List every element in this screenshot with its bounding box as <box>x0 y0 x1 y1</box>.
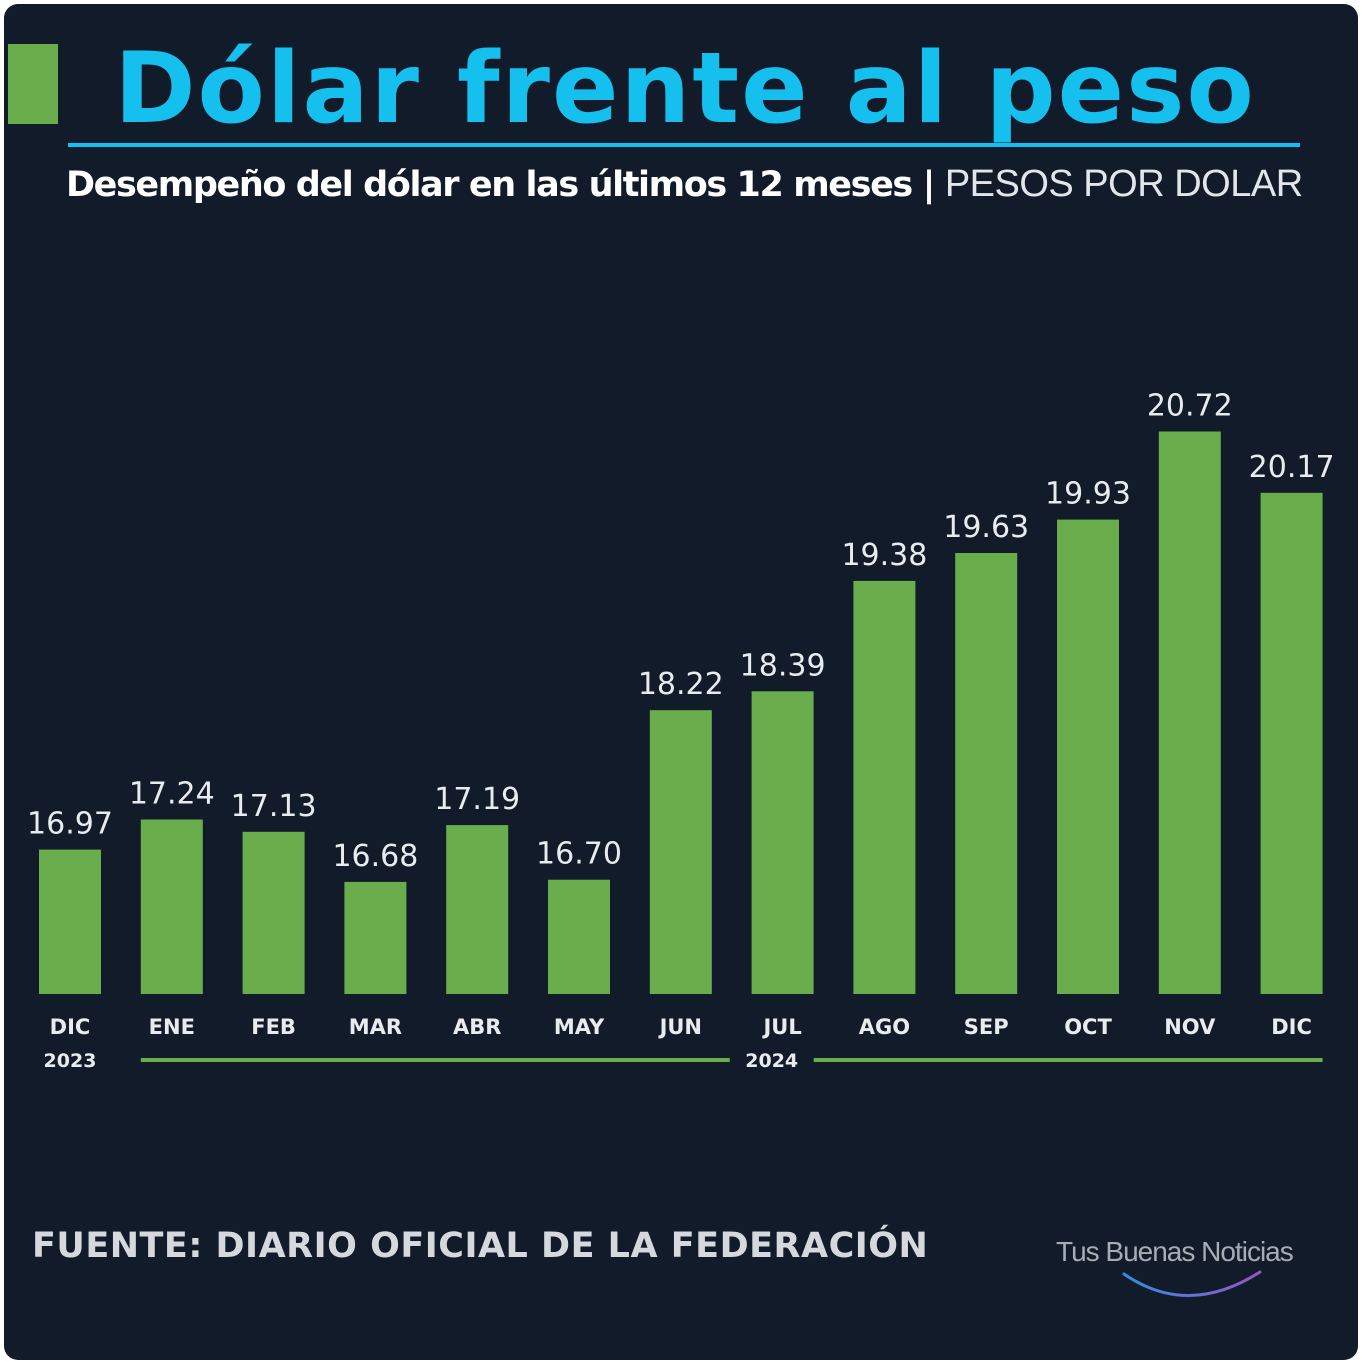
category-label: ENE <box>149 1015 195 1039</box>
infographic-card: Dólar frente al peso Desempeño del dólar… <box>4 4 1358 1360</box>
value-label: 16.70 <box>536 837 622 872</box>
category-label: FEB <box>251 1015 296 1039</box>
bar-abr-4 <box>446 825 509 994</box>
logo-swoosh-icon <box>1122 1270 1262 1297</box>
category-label: AGO <box>859 1015 910 1039</box>
value-label: 16.97 <box>27 807 113 842</box>
value-label: 18.39 <box>740 648 826 683</box>
value-label: 20.72 <box>1147 389 1233 424</box>
chart-title: Dólar frente al peso <box>114 32 1256 146</box>
bar-dic-12 <box>1260 492 1323 994</box>
category-label: MAY <box>554 1015 605 1039</box>
category-label: OCT <box>1064 1015 1112 1039</box>
bar-jun-6 <box>649 710 712 994</box>
brand-logo: Tus Buenas Noticias <box>1056 1236 1316 1306</box>
subtitle-unit: PESOS POR DOLAR <box>944 163 1303 205</box>
bar-may-5 <box>548 879 610 994</box>
value-label: 16.68 <box>332 839 418 874</box>
bar-jul-7 <box>751 691 814 994</box>
bar-feb-2 <box>242 831 305 994</box>
category-label: MAR <box>349 1015 402 1039</box>
source-note: FUENTE: DIARIO OFICIAL DE LA FEDERACIÓN <box>32 1226 929 1266</box>
value-label: 17.19 <box>434 782 520 817</box>
chart-subtitle: Desempeño del dólar en las últimos 12 me… <box>66 158 1303 210</box>
value-label: 19.38 <box>841 538 927 573</box>
category-label: DIC <box>1271 1015 1312 1039</box>
bar-ene-1 <box>140 819 203 994</box>
value-label: 17.24 <box>129 777 215 812</box>
logo-text: Tus Buenas Noticias <box>1056 1236 1294 1267</box>
category-label: NOV <box>1164 1015 1216 1039</box>
subtitle-main: Desempeño del dólar en las últimos 12 me… <box>66 165 945 205</box>
bar-oct-10 <box>1057 519 1119 994</box>
value-label: 20.17 <box>1249 450 1335 485</box>
category-label: JUL <box>761 1015 801 1039</box>
bar-dic-0 <box>39 849 101 994</box>
value-label: 19.93 <box>1045 477 1131 512</box>
category-label: DIC <box>50 1015 91 1039</box>
value-label: 17.13 <box>231 789 317 824</box>
bar-nov-11 <box>1158 431 1221 994</box>
category-label: SEP <box>964 1015 1009 1039</box>
accent-square <box>8 44 58 124</box>
category-label: ABR <box>453 1015 501 1039</box>
category-label: JUN <box>658 1015 702 1039</box>
bar-mar-3 <box>344 881 407 994</box>
bar-chart: 16.97 DIC 17.24 ENE 17.13 FEB 16.68 MAR 17.19 ABR… <box>27 389 1335 1073</box>
bar-sep-9 <box>955 553 1018 994</box>
value-label: 18.22 <box>638 667 724 702</box>
year-label: 2023 <box>44 1050 97 1072</box>
value-label: 19.63 <box>943 510 1029 545</box>
title-underline <box>68 143 1300 147</box>
bar-ago-8 <box>853 580 916 994</box>
year-label: 2024 <box>745 1050 798 1072</box>
